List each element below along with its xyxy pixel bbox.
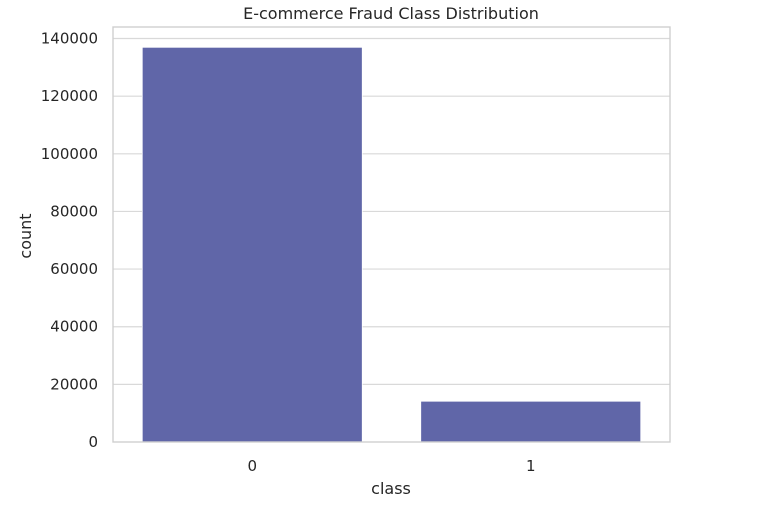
y-tick-label-5: 100000 (41, 145, 98, 163)
plot-frame (112, 26, 671, 443)
y-tick-label-0: 0 (88, 433, 98, 451)
y-tick-label-1: 20000 (50, 375, 98, 393)
y-tick-label-2: 40000 (50, 318, 98, 336)
y-axis-ticks: 0 20000 40000 60000 80000 100000 120000 140000 (41, 30, 98, 451)
y-tick-label-6: 120000 (41, 87, 98, 105)
bars (141, 46, 642, 443)
y-tick-label-3: 60000 (50, 260, 98, 278)
x-axis-label: class (371, 479, 411, 498)
bar-class-1 (420, 400, 642, 443)
y-tick-label-7: 140000 (41, 30, 98, 48)
bar-class-0 (141, 46, 363, 443)
chart-title: E-commerce Fraud Class Distribution (243, 4, 539, 23)
y-tick-label-4: 80000 (50, 202, 98, 220)
x-tick-label-1: 1 (526, 457, 536, 475)
y-axis-label: count (16, 213, 35, 258)
x-tick-label-0: 0 (247, 457, 257, 475)
